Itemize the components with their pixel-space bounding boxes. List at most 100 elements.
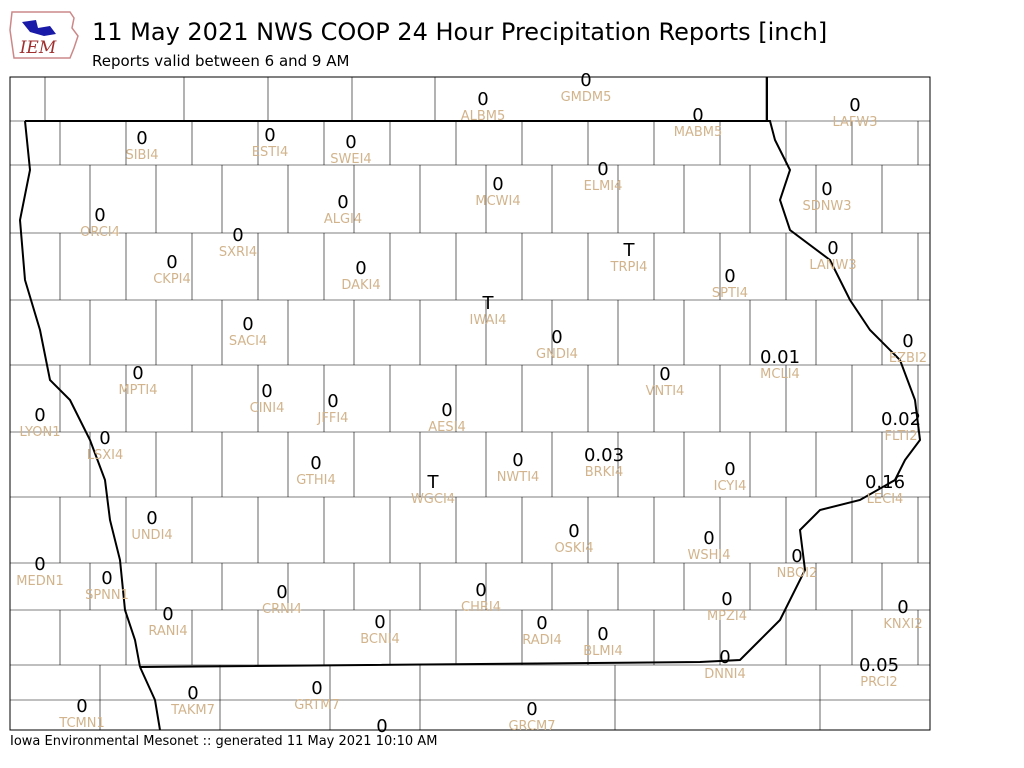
station-value: 0.16 xyxy=(865,472,905,493)
station-id: SACI4 xyxy=(229,334,267,349)
station-id: UNDI4 xyxy=(131,528,172,543)
station-id: CHRI4 xyxy=(461,600,501,615)
station-value: 0 xyxy=(597,159,608,180)
station-id: MPTI4 xyxy=(118,383,157,398)
station-value: 0 xyxy=(136,128,147,149)
station-value: 0 xyxy=(512,450,523,471)
station-value: 0 xyxy=(34,554,45,575)
station-id: NWTI4 xyxy=(497,470,540,485)
station-id: WSHI4 xyxy=(688,548,731,563)
station-value: 0 xyxy=(902,331,913,352)
station-value: 0 xyxy=(76,696,87,717)
map xyxy=(10,77,930,730)
station-value: 0 xyxy=(441,400,452,421)
station-value: 0 xyxy=(261,381,272,402)
station-id: CRNI4 xyxy=(262,602,302,617)
station-id: SIBI4 xyxy=(125,148,158,163)
station-id: SWEI4 xyxy=(330,152,371,167)
station-id: OSKI4 xyxy=(554,541,593,556)
station-id: CINI4 xyxy=(250,401,285,416)
station-id: CKPI4 xyxy=(153,272,191,287)
station-value: 0 xyxy=(659,364,670,385)
station-value: 0.01 xyxy=(760,347,800,368)
station-value: 0 xyxy=(526,699,537,720)
station-value: 0 xyxy=(345,132,356,153)
station-value: 0 xyxy=(692,105,703,126)
station-id: GTHI4 xyxy=(296,473,335,488)
station-value: 0 xyxy=(34,405,45,426)
station-value: 0 xyxy=(597,624,608,645)
station-id: MEDN1 xyxy=(16,574,63,589)
station-value: T xyxy=(482,293,495,314)
footer: Iowa Environmental Mesonet :: generated … xyxy=(10,734,437,749)
station-id: GMDM5 xyxy=(561,90,612,105)
station-value: 0.02 xyxy=(881,409,921,430)
station-id: SDNW3 xyxy=(802,199,851,214)
station-id: IWAI4 xyxy=(470,313,507,328)
station-id: LECI4 xyxy=(867,492,904,507)
subtitle: Reports valid between 6 and 9 AM xyxy=(92,52,349,70)
station-id: TRPI4 xyxy=(610,260,648,275)
station-id: LSXI4 xyxy=(87,448,124,463)
station-id: KNXI2 xyxy=(883,617,922,632)
station-value: 0 xyxy=(477,89,488,110)
station-value: 0 xyxy=(101,568,112,589)
station-value: T xyxy=(623,240,636,261)
station-id: ELMI4 xyxy=(584,179,623,194)
station-id: SXRI4 xyxy=(219,245,257,260)
station-id: ALBM5 xyxy=(461,109,506,124)
station-value: 0 xyxy=(821,179,832,200)
state-border xyxy=(139,666,161,730)
station-value: 0 xyxy=(311,678,322,699)
station-value: 0.05 xyxy=(859,655,899,676)
station-id: GNDI4 xyxy=(536,347,578,362)
station-value: 0 xyxy=(475,580,486,601)
station-id: BRKI4 xyxy=(585,465,624,480)
station: 0 xyxy=(376,716,387,737)
logo: IEM xyxy=(9,11,79,59)
station-value: 0.03 xyxy=(584,445,624,466)
station-value: 0 xyxy=(264,125,275,146)
station-value: 0 xyxy=(791,546,802,567)
station-id: TAKM7 xyxy=(170,703,215,718)
station-id: WGCI4 xyxy=(411,492,455,507)
station-value: 0 xyxy=(94,205,105,226)
station-id: BLMI4 xyxy=(583,644,622,659)
station-id: SPTI4 xyxy=(712,286,748,301)
station-id: BCNI4 xyxy=(360,632,400,647)
station-id: MCLI4 xyxy=(760,367,800,382)
